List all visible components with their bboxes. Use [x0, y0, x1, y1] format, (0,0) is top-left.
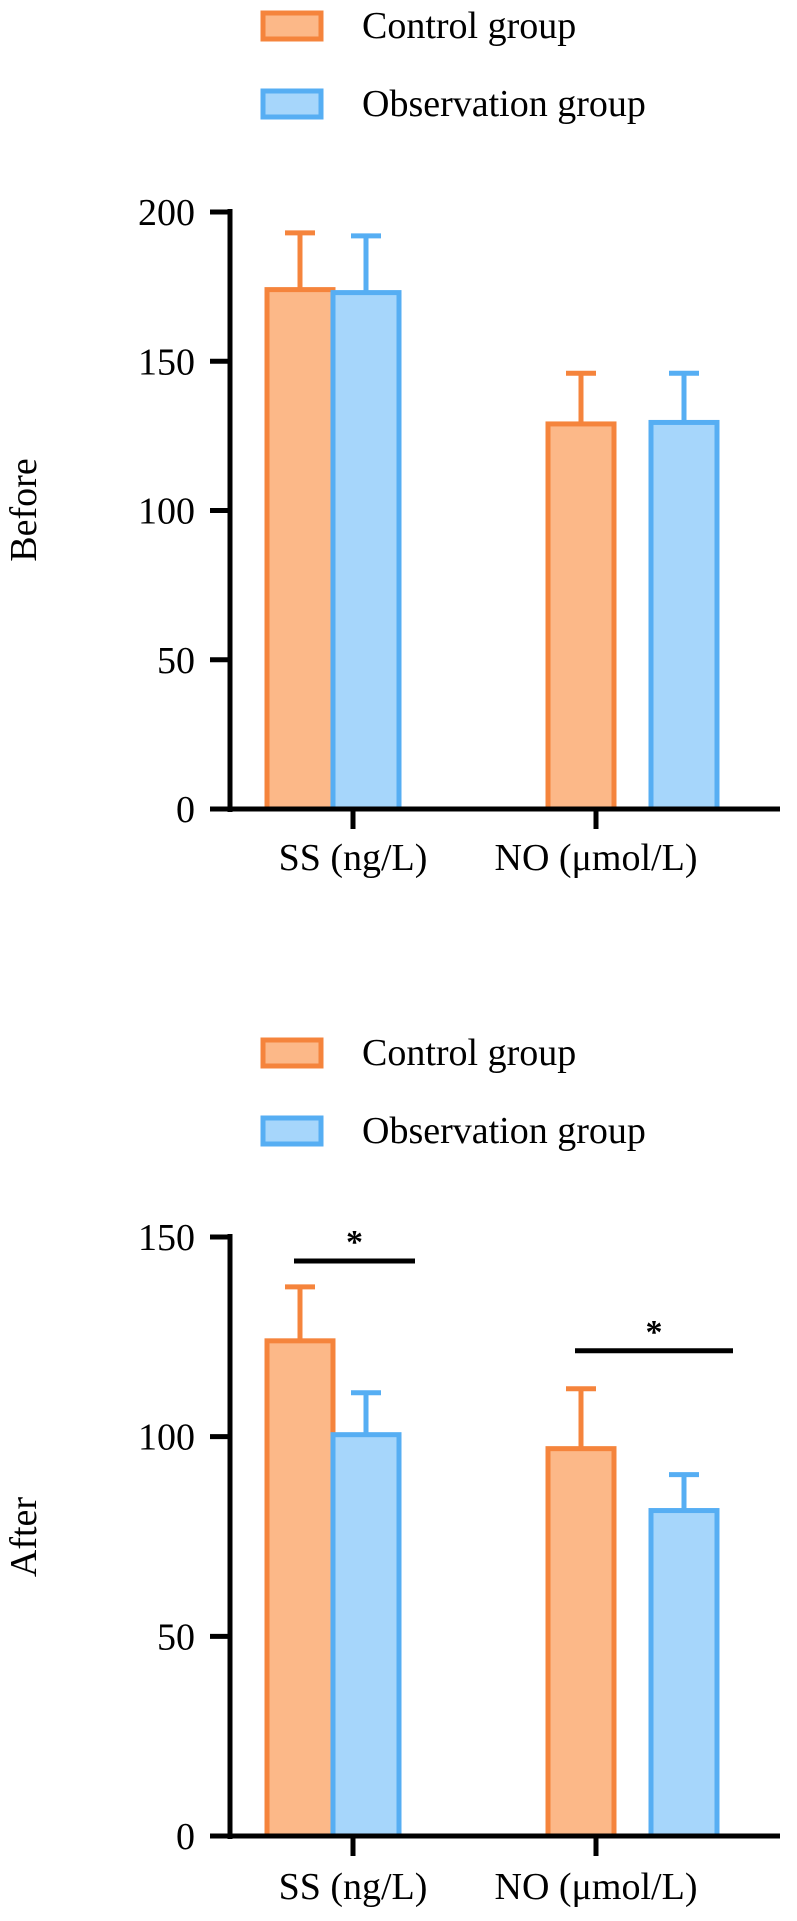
x-tick-label: SS (ng/L) — [279, 837, 428, 879]
y-tick-label: 50 — [157, 640, 195, 682]
y-axis-label: After — [3, 1497, 45, 1578]
legend-swatch-observation — [260, 1115, 324, 1147]
legend-label-control: Control group — [362, 5, 576, 47]
y-tick-label: 100 — [138, 1417, 195, 1459]
x-tick-label: NO (μmol/L) — [495, 837, 698, 879]
chart-before: Control group Observation group Before 0 50 1… — [3, 5, 780, 879]
bar-observation — [648, 419, 720, 812]
y-tick-label: 0 — [176, 789, 195, 831]
y-tick-label: 150 — [138, 341, 195, 383]
y-tick-label: 100 — [138, 491, 195, 533]
legend: Control group Observation group — [260, 1032, 646, 1152]
bar-control — [264, 1338, 336, 1839]
y-tick-label: 0 — [176, 1816, 195, 1858]
legend-swatch-control — [260, 1037, 324, 1069]
legend-label-observation: Observation group — [362, 83, 646, 125]
significance-asterisk: * — [646, 1314, 663, 1351]
legend-label-control: Control group — [362, 1032, 576, 1074]
legend-swatch-observation — [260, 88, 324, 120]
chart-after: Control group Observation group After 0 50 10… — [3, 1032, 780, 1908]
legend-label-observation: Observation group — [362, 1110, 646, 1152]
y-tick-label: 200 — [138, 192, 195, 234]
legend-swatch-control — [260, 10, 324, 42]
bar-observation — [330, 1432, 402, 1839]
x-tick-label: NO (μmol/L) — [495, 1866, 698, 1908]
bar-observation — [330, 290, 402, 812]
bar-control — [545, 421, 617, 812]
y-tick-label: 150 — [138, 1217, 195, 1259]
bar-control — [264, 287, 336, 812]
significance-asterisk: * — [346, 1224, 363, 1261]
y-axis-label: Before — [3, 458, 45, 561]
legend: Control group Observation group — [260, 5, 646, 125]
bar-observation — [648, 1508, 720, 1839]
bar-control — [545, 1446, 617, 1839]
x-tick-label: SS (ng/L) — [279, 1866, 428, 1908]
y-tick-label: 50 — [157, 1616, 195, 1658]
